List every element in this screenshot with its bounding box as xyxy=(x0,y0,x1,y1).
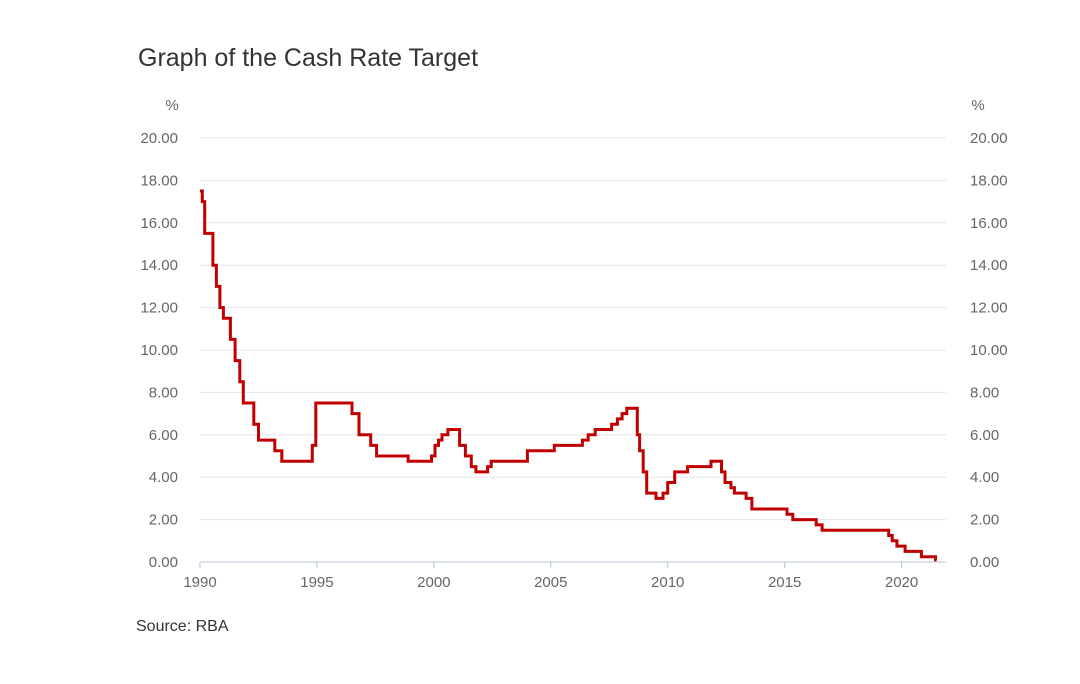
y-tick-label-left: 14.00 xyxy=(140,257,178,274)
y-tick-label-left: 0.00 xyxy=(149,554,178,571)
y-axis: 0.00 0.00 2.00 2.00 4.00 4.00 6.00 6.00 8.00 8.00… xyxy=(140,130,1007,571)
y-tick-label-left: 16.00 xyxy=(140,215,178,232)
y-tick-label-left: 18.00 xyxy=(140,172,178,189)
y-tick-label-right: 2.00 xyxy=(970,512,999,529)
y-tick-label-right: 14.00 xyxy=(970,257,1008,274)
source-note: Source: RBA xyxy=(136,618,229,635)
chart-title: Graph of the Cash Rate Target xyxy=(138,44,479,72)
y-unit-left: % xyxy=(165,97,178,114)
grid-lines xyxy=(200,137,946,563)
y-tick-label-left: 12.00 xyxy=(140,300,178,317)
x-tick-label: 2020 xyxy=(885,574,918,591)
y-tick-label-left: 20.00 xyxy=(140,130,178,147)
y-tick-label-right: 12.00 xyxy=(970,300,1008,317)
y-unit-right: % xyxy=(971,97,984,114)
x-tick-label: 1995 xyxy=(300,574,333,591)
y-tick-label-right: 20.00 xyxy=(970,130,1008,147)
y-tick-label-right: 0.00 xyxy=(970,554,999,571)
y-tick-label-right: 6.00 xyxy=(970,427,999,444)
y-tick-label-right: 4.00 xyxy=(970,469,999,486)
x-axis: 1990 1995 2000 2005 2010 2015 2020 xyxy=(183,562,918,591)
x-tick-label: 1990 xyxy=(183,574,216,591)
series-layer xyxy=(200,189,937,562)
y-tick-label-left: 4.00 xyxy=(149,469,178,486)
x-tick-label: 2005 xyxy=(534,574,567,591)
y-tick-label-right: 10.00 xyxy=(970,342,1008,359)
y-tick-label-left: 8.00 xyxy=(149,384,178,401)
y-tick-label-right: 18.00 xyxy=(970,172,1008,189)
x-tick-label: 2010 xyxy=(651,574,684,591)
series-line-cash-rate xyxy=(200,189,937,562)
y-tick-label-left: 2.00 xyxy=(149,512,178,529)
y-tick-label-right: 16.00 xyxy=(970,215,1008,232)
y-tick-label-right: 8.00 xyxy=(970,384,999,401)
y-tick-label-left: 10.00 xyxy=(140,342,178,359)
x-tick-label: 2000 xyxy=(417,574,450,591)
y-tick-label-left: 6.00 xyxy=(149,427,178,444)
x-tick-label: 2015 xyxy=(768,574,801,591)
